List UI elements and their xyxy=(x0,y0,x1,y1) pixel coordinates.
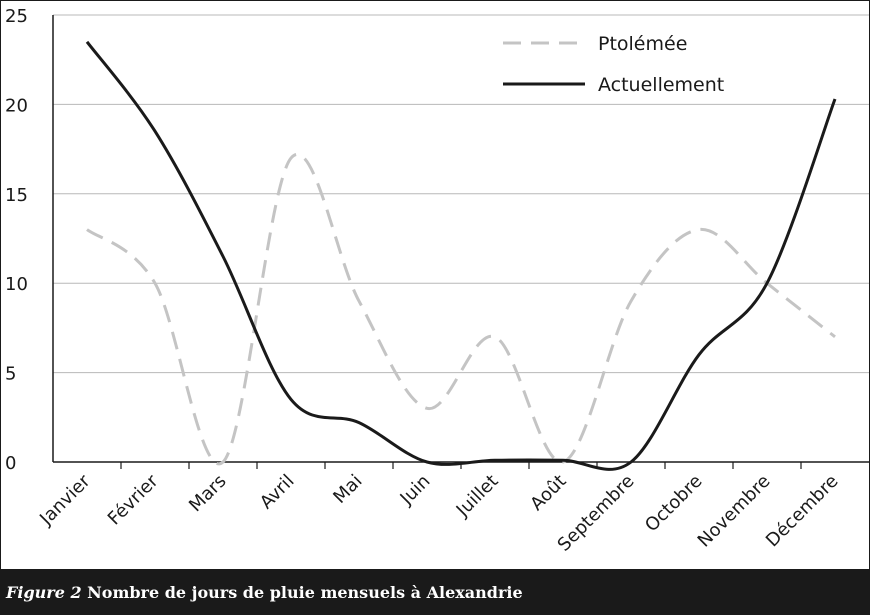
caption-text: Nombre de jours de pluie mensuels à Alex… xyxy=(87,583,523,602)
line-chart: 0 5 10 15 20 25 Janvier Février Mars Avril Mai Juin… xyxy=(5,6,869,556)
y-tick-label: 15 xyxy=(5,185,28,206)
figure-caption: Figure 2 Nombre de jours de pluie mensue… xyxy=(0,570,870,615)
series-lines xyxy=(85,40,837,471)
y-tick-label: 0 xyxy=(5,453,16,474)
x-tick-label: Décembre xyxy=(762,471,843,552)
y-tick-label: 25 xyxy=(5,6,28,27)
chart-area: 0 5 10 15 20 25 Janvier Février Mars Avril Mai Juin… xyxy=(0,0,870,570)
axes: 0 5 10 15 20 25 Janvier Février Mars Avril Mai Juin… xyxy=(5,6,869,556)
grid-lines xyxy=(53,14,869,374)
series-line-ptolemee xyxy=(86,153,836,466)
x-tick-label: Janvier xyxy=(35,470,95,530)
y-tick-label: 20 xyxy=(5,95,28,116)
x-tick-label: Juillet xyxy=(452,471,503,522)
x-tick-label: Août xyxy=(526,471,570,515)
y-tick-label: 5 xyxy=(5,364,16,385)
x-tick-label: Octobre xyxy=(641,471,707,537)
legend-label: Ptolémée xyxy=(598,33,687,55)
x-tick-label: Avril xyxy=(256,471,299,514)
x-tick-label: Mai xyxy=(329,471,366,508)
x-tick-label: Mars xyxy=(185,471,230,516)
legend-label: Actuellement xyxy=(598,74,724,96)
caption-label: Figure 2 xyxy=(6,583,88,602)
x-tick-label: Juin xyxy=(396,471,435,510)
y-tick-label: 10 xyxy=(5,274,28,295)
x-tick-label: Novembre xyxy=(694,471,775,552)
series-line-actuellement xyxy=(85,40,837,471)
legend: Ptolémée Actuellement xyxy=(503,33,724,96)
x-tick-label: Février xyxy=(104,470,163,529)
